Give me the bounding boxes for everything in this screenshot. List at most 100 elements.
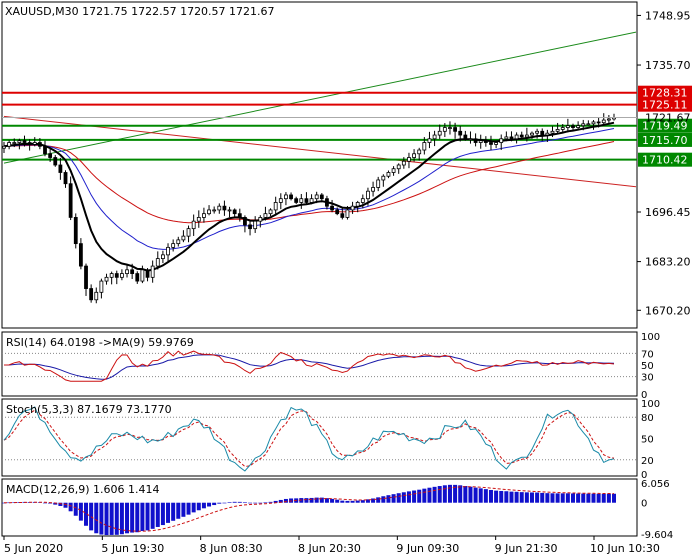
candle-body [509,136,514,140]
stoch-tick-label: 100 [641,399,660,410]
macd-bar [519,492,524,503]
level-tag-label: 1715.70 [642,134,688,147]
macd-bar [171,502,176,521]
macd-bar [591,493,596,503]
candle-body [237,213,242,218]
candle-body [258,217,263,222]
macd-bar [345,500,350,503]
macd-bar [381,496,386,503]
macd-bar [412,490,417,503]
macd-bar [453,484,458,503]
macd-tick-label: 6.056 [641,479,670,490]
candle-body [376,179,381,188]
candle-body [422,142,427,151]
stoch-tick-label: 80 [641,413,654,424]
time-tick-label: 8 Jun 20:30 [298,542,361,555]
candle-body [494,142,499,145]
candle-body [448,127,452,129]
candle-body [468,138,473,141]
macd-bar [612,493,616,503]
macd-bar [509,491,514,503]
price-tick-label: 1748.95 [645,9,691,22]
candle-body [576,125,581,128]
macd-bar [335,499,340,503]
candle-body [161,254,165,260]
current-price-label: 1721.67 [645,112,691,125]
macd-bar [386,495,391,503]
macd-bar [119,502,124,535]
candle-body [48,153,53,158]
macd-bar [48,502,53,504]
candle-body [17,140,22,143]
macd-bar [201,502,206,509]
candle-body [73,217,78,245]
time-tick-label: 9 Jun 09:30 [396,542,459,555]
rsi-line [3,350,615,382]
candle-body [391,168,396,173]
candle-body [145,269,150,278]
rsi-tick-label: 50 [641,361,654,372]
candle-body [273,202,278,211]
candle-body [212,209,217,212]
candle-body [381,175,386,181]
level-tag [638,85,692,100]
candle-body [186,228,191,237]
macd-bar [283,498,288,503]
candle-body [442,127,447,132]
candle-body [458,130,463,136]
candle-body [140,269,145,282]
candle-body [289,194,293,200]
candle-body [196,217,201,222]
macd-bar [191,502,196,513]
macd-bar [376,497,381,503]
candle-body [284,194,288,200]
candle-body [596,121,601,124]
macd-bar [304,498,309,503]
candle-body [407,157,411,162]
macd-bar [176,502,181,519]
level-tag-label: 1710.42 [642,154,688,167]
candle-body [601,119,606,124]
stoch-tick-label: 0 [641,470,647,481]
candle-body [222,205,227,211]
macd-bar [186,502,191,515]
candle-body [278,198,283,203]
candle-body [176,239,181,245]
candle-body [463,134,468,140]
candle-body [232,209,237,215]
macd-bar [181,502,186,517]
price-layer [2,31,637,304]
macd-bar [545,493,550,503]
candle-body [181,235,186,241]
candle-body [586,123,591,126]
macd-bar [78,502,83,521]
candle-body [309,198,314,203]
macd-bar [196,502,201,511]
level-tag-label: 1728.31 [642,87,688,100]
price-tick-label: 1670.20 [645,304,691,317]
macd-bar [442,485,447,503]
macd-bar [432,486,437,503]
macd-bar [550,493,555,503]
macd-bar [263,502,268,504]
macd-label: MACD(12,26,9) 1.606 1.414 [6,483,160,496]
macd-bar [73,502,78,516]
stoch-signal-line [3,409,615,468]
candle-body [355,202,360,207]
candle-body [150,265,155,278]
candle-body [27,142,32,145]
candle-body [499,138,504,143]
candle-body [248,224,252,230]
candle-body [540,130,545,136]
macd-bar [401,492,406,503]
macd-bar [488,489,493,503]
candle-body [478,140,483,143]
candle-body [299,198,304,203]
macd-bar [94,502,99,534]
candle-body [37,142,42,147]
macd-bar [114,502,119,535]
candle-body [58,164,63,173]
candle-body [514,134,519,140]
candle-body [340,213,345,218]
